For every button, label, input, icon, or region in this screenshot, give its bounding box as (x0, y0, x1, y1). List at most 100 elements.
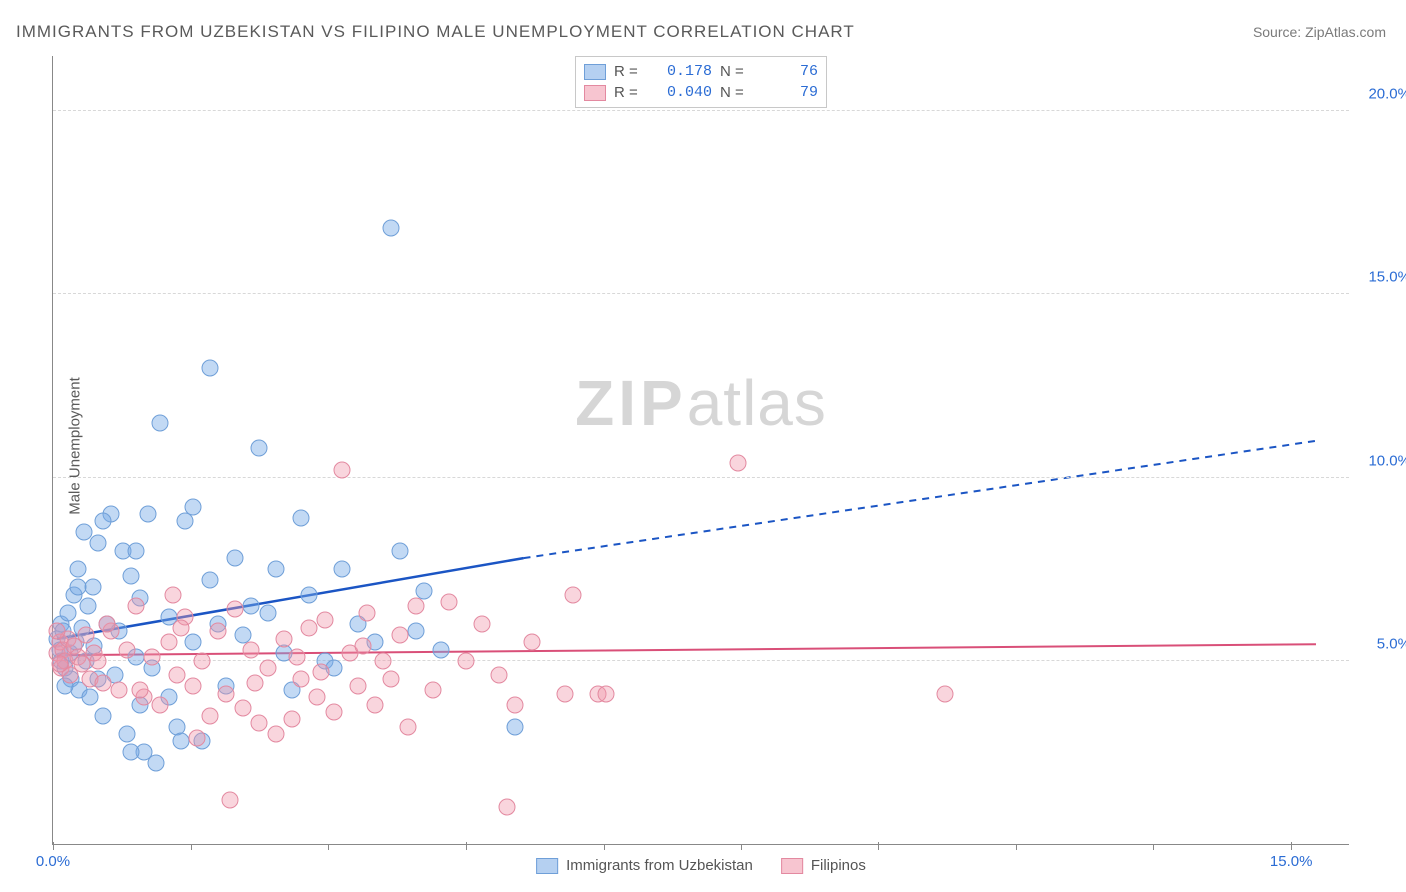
data-point (292, 509, 309, 526)
data-point (49, 623, 66, 640)
x-tick-minor (1016, 844, 1017, 850)
data-point (358, 605, 375, 622)
swatch-series-2 (584, 85, 606, 101)
y-tick-label: 5.0% (1356, 635, 1406, 652)
x-tick-minor (1153, 844, 1154, 850)
data-point (234, 700, 251, 717)
data-point (226, 601, 243, 618)
gridline-h (53, 293, 1349, 294)
legend-label-series-2: Filipinos (811, 857, 866, 874)
data-point (936, 685, 953, 702)
x-tick-minor (604, 844, 605, 850)
data-point (399, 718, 416, 735)
data-point (185, 634, 202, 651)
data-point (300, 619, 317, 636)
data-point (69, 579, 86, 596)
data-point (243, 597, 260, 614)
data-point (474, 616, 491, 633)
data-point (127, 542, 144, 559)
data-point (189, 729, 206, 746)
data-point (69, 561, 86, 578)
data-point (309, 689, 326, 706)
data-point (490, 667, 507, 684)
data-point (391, 627, 408, 644)
data-point (201, 572, 218, 589)
legend-label-series-1: Immigrants from Uzbekistan (566, 857, 753, 874)
x-tick-minor (328, 844, 329, 850)
data-point (152, 414, 169, 431)
data-point (424, 682, 441, 699)
x-tick-label: 15.0% (1270, 853, 1313, 870)
data-point (300, 586, 317, 603)
data-point (317, 612, 334, 629)
data-point (432, 641, 449, 658)
data-point (127, 597, 144, 614)
data-point (94, 707, 111, 724)
data-point (366, 696, 383, 713)
data-point (185, 498, 202, 515)
data-point (507, 696, 524, 713)
n-value-series-1: 76 (762, 63, 818, 80)
x-tick (53, 842, 54, 850)
trend-line (524, 441, 1316, 558)
data-point (333, 561, 350, 578)
trend-lines-layer (53, 56, 1349, 844)
gridline-h (53, 110, 1349, 111)
watermark-atlas: atlas (687, 367, 827, 439)
data-point (391, 542, 408, 559)
x-tick-minor (741, 844, 742, 850)
data-point (210, 623, 227, 640)
data-point (94, 674, 111, 691)
r-label: R = (614, 84, 648, 101)
x-tick (878, 842, 879, 850)
data-point (267, 726, 284, 743)
data-point (354, 638, 371, 655)
n-label: N = (720, 84, 754, 101)
data-point (383, 220, 400, 237)
swatch-series-1 (536, 858, 558, 874)
data-point (288, 649, 305, 666)
scatter-plot-area: ZIPatlas R = 0.178 N = 76 R = 0.040 N = … (52, 56, 1349, 845)
data-point (201, 707, 218, 724)
data-point (259, 605, 276, 622)
r-value-series-1: 0.178 (656, 63, 712, 80)
data-point (201, 359, 218, 376)
data-point (94, 513, 111, 530)
data-point (441, 594, 458, 611)
data-point (251, 715, 268, 732)
data-point (185, 678, 202, 695)
data-point (259, 660, 276, 677)
data-point (79, 597, 96, 614)
data-point (84, 579, 101, 596)
data-point (160, 634, 177, 651)
y-tick-label: 15.0% (1356, 269, 1406, 286)
legend-item-series-1: Immigrants from Uzbekistan (536, 857, 753, 874)
data-point (375, 652, 392, 669)
chart-title: IMMIGRANTS FROM UZBEKISTAN VS FILIPINO M… (16, 22, 855, 42)
data-point (152, 696, 169, 713)
x-tick-label: 0.0% (36, 853, 70, 870)
data-point (457, 652, 474, 669)
data-point (119, 726, 136, 743)
watermark-zip: ZIP (575, 367, 687, 439)
data-point (172, 733, 189, 750)
data-point (123, 568, 140, 585)
data-point (218, 685, 235, 702)
y-tick-label: 10.0% (1356, 452, 1406, 469)
data-point (51, 656, 68, 673)
legend-item-series-2: Filipinos (781, 857, 866, 874)
data-point (523, 634, 540, 651)
r-label: R = (614, 63, 648, 80)
n-value-series-2: 79 (762, 84, 818, 101)
data-point (276, 630, 293, 647)
data-point (164, 586, 181, 603)
data-point (556, 685, 573, 702)
data-point (90, 652, 107, 669)
data-point (177, 513, 194, 530)
data-point (408, 623, 425, 640)
data-point (123, 744, 140, 761)
data-point (325, 704, 342, 721)
data-point (193, 652, 210, 669)
data-point (507, 718, 524, 735)
swatch-series-2 (781, 858, 803, 874)
